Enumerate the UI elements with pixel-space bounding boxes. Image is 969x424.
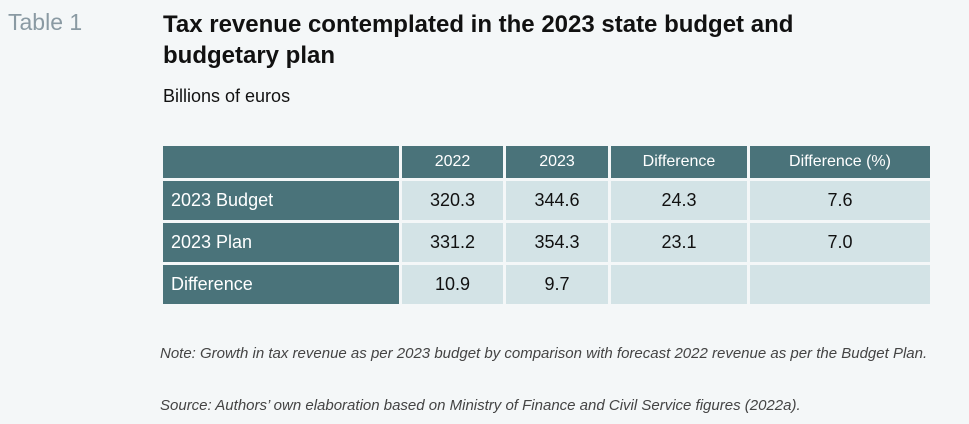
- row-label-plan: 2023 Plan: [163, 223, 399, 262]
- cell-budget-difference-pct: 7.6: [750, 181, 930, 220]
- cell-plan-difference: 23.1: [611, 223, 747, 262]
- cell-plan-2022: 331.2: [402, 223, 503, 262]
- header-corner: [163, 146, 399, 178]
- table-row: Difference 10.9 9.7: [163, 265, 930, 304]
- table-row: 2023 Budget 320.3 344.6 24.3 7.6: [163, 181, 930, 220]
- cell-difference-difference: [611, 265, 747, 304]
- header-difference: Difference: [611, 146, 747, 178]
- table-label: Table 1: [8, 9, 83, 35]
- cell-difference-2022: 10.9: [402, 265, 503, 304]
- header-2023: 2023: [506, 146, 608, 178]
- table-subtitle: Billions of euros: [163, 86, 291, 106]
- cell-budget-2022: 320.3: [402, 181, 503, 220]
- header-2022: 2022: [402, 146, 503, 178]
- header-difference-pct: Difference (%): [750, 146, 930, 178]
- header-row: 2022 2023 Difference Difference (%): [163, 146, 930, 178]
- cell-plan-2023: 354.3: [506, 223, 608, 262]
- table-title: Tax revenue contemplated in the 2023 sta…: [163, 11, 794, 69]
- data-table: 2022 2023 Difference Difference (%) 2023…: [160, 143, 933, 307]
- cell-difference-2023: 9.7: [506, 265, 608, 304]
- cell-difference-difference-pct: [750, 265, 930, 304]
- table-row: 2023 Plan 331.2 354.3 23.1 7.0: [163, 223, 930, 262]
- cell-plan-difference-pct: 7.0: [750, 223, 930, 262]
- table-note: Note: Growth in tax revenue as per 2023 …: [160, 345, 928, 362]
- table-source: Source: Authors’ own elaboration based o…: [160, 397, 801, 414]
- row-label-difference: Difference: [163, 265, 399, 304]
- cell-budget-difference: 24.3: [611, 181, 747, 220]
- cell-budget-2023: 344.6: [506, 181, 608, 220]
- row-label-budget: 2023 Budget: [163, 181, 399, 220]
